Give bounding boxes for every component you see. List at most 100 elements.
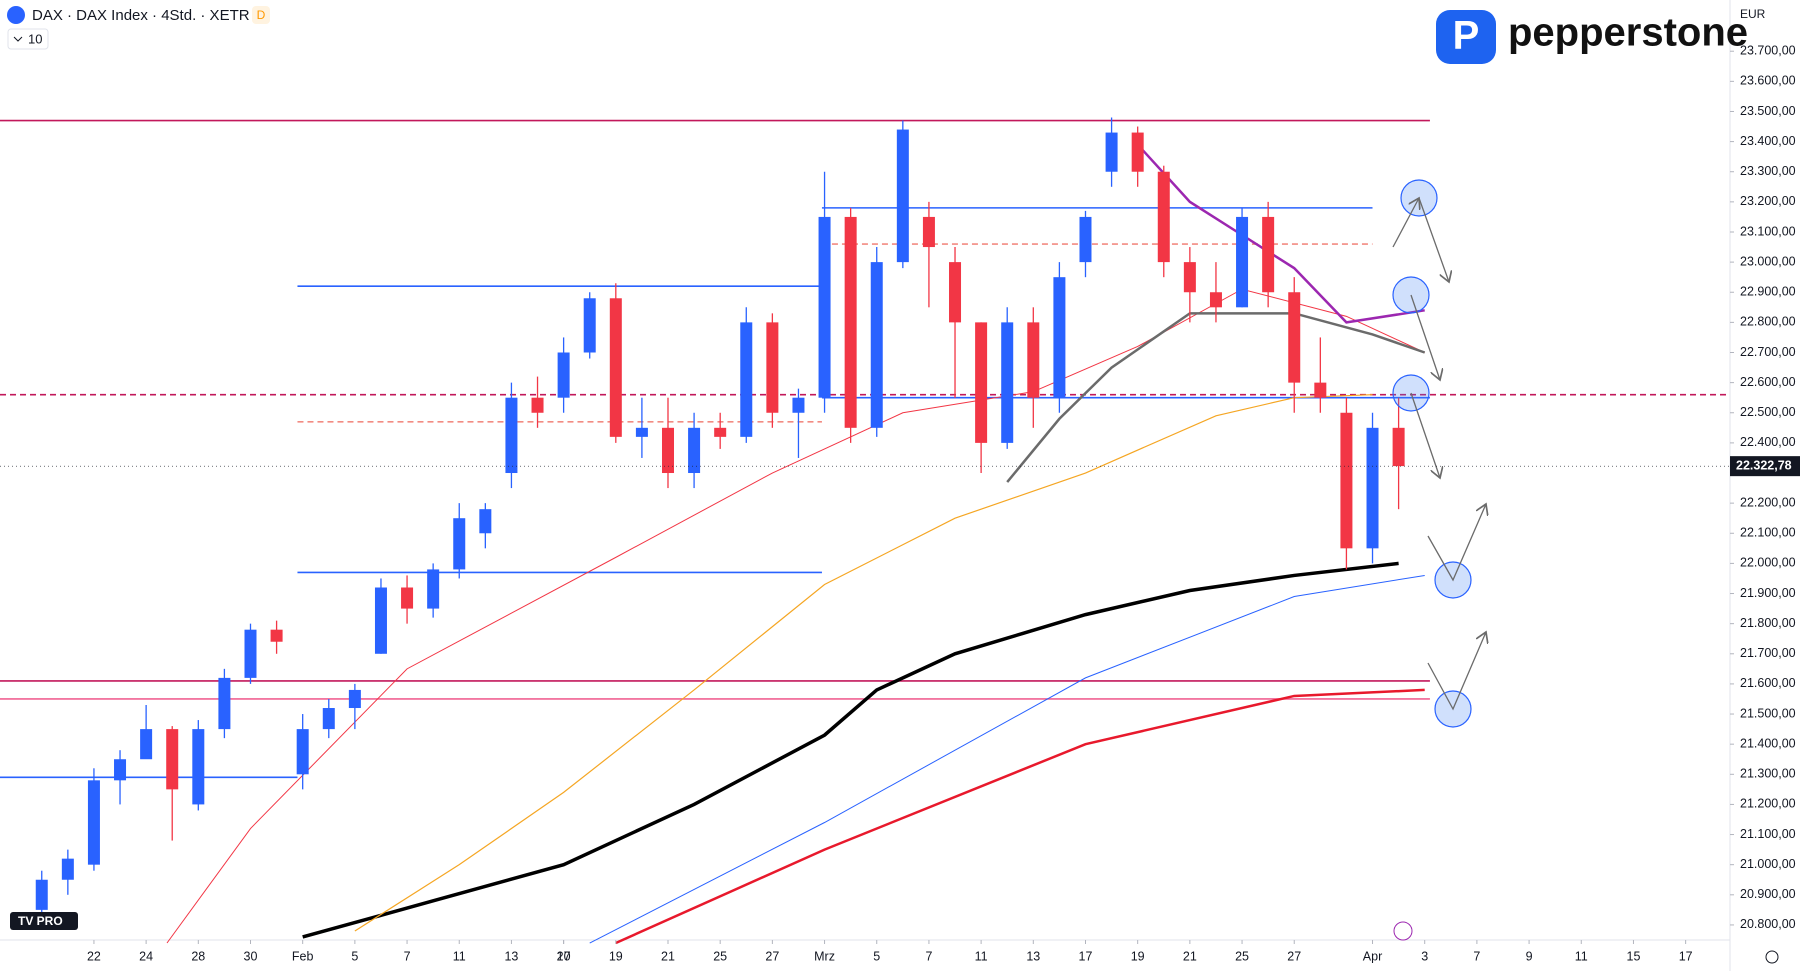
candle-body [192, 729, 205, 805]
y-tick-label: 23.100,00 [1740, 224, 1796, 238]
x-tick-label: 5 [351, 949, 358, 963]
candle-body [1079, 216, 1092, 263]
x-tick-label: 7 [925, 949, 932, 963]
x-tick-label: Mrz [814, 949, 835, 963]
y-tick-label: 20.800,00 [1740, 917, 1796, 931]
moving-average [589, 574, 1425, 944]
candle-body [557, 352, 570, 398]
arrow [1392, 198, 1419, 248]
y-tick-label: 21.800,00 [1740, 616, 1796, 630]
x-tick-label: 11 [975, 949, 988, 963]
x-tick-label: 17 [1079, 949, 1093, 963]
x-tick-label: 5 [873, 949, 880, 963]
candle-body [1314, 382, 1327, 398]
x-tick-label: 9 [1526, 949, 1533, 963]
x-tick-label: 13 [1026, 949, 1040, 963]
x-tick-label: 7 [404, 949, 411, 963]
x-tick-label: 17 [557, 949, 571, 963]
x-tick-label: Apr [1363, 949, 1382, 963]
x-tick-label: 19 [1131, 949, 1145, 963]
tv-logo: TV PRO [10, 912, 78, 930]
y-tick-label: 22.800,00 [1740, 315, 1796, 329]
chevron [13, 36, 23, 42]
symbol-title: DAX · DAX Index · 4Std. · XETR [32, 7, 250, 24]
candle-body [87, 780, 100, 865]
candle-body [166, 729, 179, 790]
moving-average [615, 688, 1425, 945]
x-tick-label: 20 [557, 949, 571, 963]
x-tick-label: 19 [609, 949, 623, 963]
candle-body [270, 629, 283, 642]
candle-body [531, 397, 544, 413]
y-tick-label: 23.500,00 [1740, 104, 1796, 118]
tv-logo-text: TV PRO [18, 914, 63, 928]
candle-body [661, 427, 674, 474]
candle-body [1288, 292, 1301, 383]
candle-body [1157, 171, 1170, 263]
candle-body [792, 397, 805, 413]
candle-body [818, 216, 831, 398]
arrow [1410, 294, 1440, 380]
arrow [1427, 632, 1486, 711]
candle-body [870, 262, 883, 428]
candle-body [1053, 277, 1066, 398]
candle-body [296, 729, 309, 775]
input-box[interactable] [7, 28, 49, 50]
candle-body [61, 858, 74, 880]
x-tick-label: 28 [191, 949, 205, 963]
candle-body [922, 216, 935, 248]
candle-body [975, 322, 988, 443]
y-tick-label: 22.100,00 [1740, 526, 1796, 540]
candle-body [844, 216, 857, 428]
y-tick-label: 22.700,00 [1740, 345, 1796, 359]
y-tick-label: 21.500,00 [1740, 706, 1796, 720]
x-tick-label: 27 [1287, 949, 1301, 963]
candle-body [35, 879, 48, 910]
x-tick-label: 21 [1183, 949, 1197, 963]
brand-glyph: P [1453, 14, 1480, 58]
candle-body [635, 427, 648, 437]
candle-body [1340, 412, 1353, 549]
y-tick-label: 22.500,00 [1740, 405, 1796, 419]
x-tick-label: 15 [1627, 949, 1641, 963]
y-tick-label: 23.200,00 [1740, 194, 1796, 208]
alert-icon[interactable] [1393, 921, 1413, 941]
candle-body [479, 509, 492, 534]
legend: DAX · DAX Index · 4Std. · XETR D 10 [7, 6, 270, 50]
x-tick-label: 11 [453, 949, 466, 963]
symbol-icon [7, 6, 25, 24]
candle-body [1262, 216, 1275, 293]
y-tick-label: 22.000,00 [1740, 556, 1796, 570]
y-tick-label: 21.400,00 [1740, 736, 1796, 750]
candle-body [1105, 132, 1118, 172]
x-tick-label: 30 [244, 949, 258, 963]
brand: P pepperstone [1436, 10, 1748, 64]
settings-icon[interactable] [1765, 950, 1779, 964]
plot-area [0, 117, 1730, 945]
tv-logo-box [10, 912, 78, 930]
candle-body [427, 569, 440, 609]
arrow [1427, 504, 1486, 582]
y-tick-label: 21.100,00 [1740, 827, 1796, 841]
y-tick-label: 22.900,00 [1740, 285, 1796, 299]
candle-body [348, 689, 361, 709]
x-tick-label: 17 [1679, 949, 1693, 963]
y-tick-label: 23.000,00 [1740, 254, 1796, 268]
x-tick-label: 21 [661, 949, 675, 963]
x-tick-label: 22 [87, 949, 101, 963]
arrow [1418, 197, 1449, 282]
candle-body [505, 397, 518, 474]
candle-body [766, 322, 779, 413]
candle-body [401, 587, 414, 609]
candle-body [609, 298, 622, 437]
x-tick-label: 27 [765, 949, 779, 963]
x-tick-label: 25 [713, 949, 727, 963]
arrows [1392, 197, 1486, 711]
current-price-label: 22.322,78 [1736, 458, 1792, 472]
badge-bg [252, 6, 270, 24]
moving-average [354, 394, 1373, 932]
candle-body [1183, 262, 1196, 293]
y-tick-label: 21.700,00 [1740, 646, 1796, 660]
candle-body [1209, 292, 1222, 308]
